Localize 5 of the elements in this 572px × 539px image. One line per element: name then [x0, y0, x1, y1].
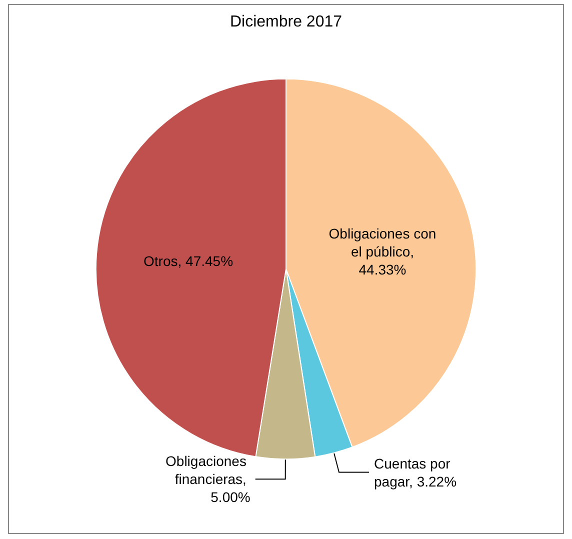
slice-label: Otros, 47.45% — [144, 253, 234, 270]
slice-label: Obligaciones financieras, 5.00% — [166, 453, 250, 506]
chart-title: Diciembre 2017 — [230, 14, 342, 30]
slice-label: Cuentas por pagar, 3.22% — [374, 455, 457, 490]
slice-label: Obligaciones con el público, 44.33% — [328, 226, 436, 278]
